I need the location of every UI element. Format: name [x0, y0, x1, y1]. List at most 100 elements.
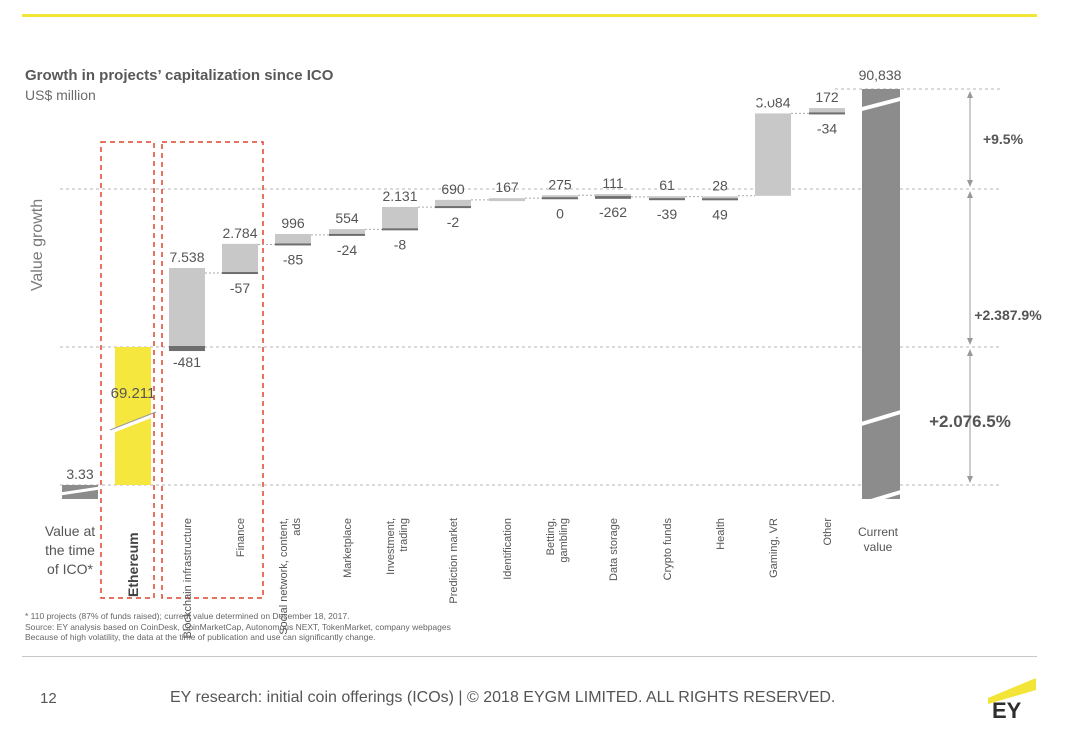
bar-increase — [595, 194, 631, 198]
axis-break — [857, 489, 905, 507]
data-label-increase: 7.538 — [169, 249, 204, 265]
ey-logo: EY — [940, 660, 1040, 725]
category-label: Investment, — [385, 518, 397, 575]
category-label: Betting, — [545, 518, 557, 555]
bar-decrease — [649, 198, 685, 201]
bar-increase — [275, 234, 311, 245]
bracket-arrow-down — [967, 476, 973, 483]
bar-increase — [809, 108, 845, 114]
category-label: Marketplace — [342, 518, 354, 578]
bar-decrease — [702, 198, 738, 201]
data-label-increase: 61 — [659, 177, 675, 193]
growth-label-2: +2.387.9% — [974, 307, 1042, 323]
bar-increase — [649, 196, 685, 200]
footnote: Source: EY analysis based on CoinDesk, C… — [25, 621, 451, 632]
bracket-arrow-up — [967, 191, 973, 198]
axis-break — [59, 486, 101, 496]
data-label-increase: 28 — [712, 177, 728, 193]
data-label-decrease: 49 — [712, 206, 728, 222]
data-label-decrease: -39 — [657, 206, 677, 222]
data-label-increase: 996 — [281, 215, 305, 231]
growth-label-1: +9.5% — [983, 131, 1024, 147]
data-label-increase: 111 — [602, 175, 623, 191]
bar-increase — [382, 207, 418, 230]
chart-subtitle: US$ million — [25, 87, 96, 103]
data-label-increase: 3.084 — [755, 94, 790, 110]
bar-increase — [489, 198, 525, 202]
bar-decrease — [222, 272, 258, 275]
category-line: Value at — [44, 523, 96, 539]
bar-decrease — [382, 228, 418, 231]
bar-increase — [169, 267, 205, 347]
page-number: 12 — [40, 690, 57, 707]
bar-decrease — [809, 112, 845, 115]
category-label: Data storage — [608, 518, 620, 581]
data-label-increase: 167 — [495, 179, 519, 195]
data-label-decrease: -8 — [394, 236, 407, 252]
bracket-arrow-up — [967, 349, 973, 356]
bar-increase — [222, 243, 258, 274]
data-label-ethereum: 69.211 — [111, 385, 156, 402]
data-label-increase: 690 — [441, 181, 465, 197]
bracket-arrow-down — [967, 180, 973, 187]
chart-title: Growth in projects’ capitalization since… — [25, 67, 334, 84]
category-label: Finance — [235, 518, 247, 557]
data-label-increase: 2.784 — [222, 225, 257, 241]
data-label-decrease: -262 — [599, 204, 627, 220]
category-label: Identification — [502, 518, 514, 580]
category-line: of ICO* — [47, 561, 93, 577]
category-label: Gaming, VR — [768, 518, 780, 578]
category-line: Current — [857, 525, 898, 539]
footer-divider — [22, 656, 1037, 657]
bar-increase — [435, 199, 471, 208]
highlight-box-infrastructure-finance — [161, 141, 264, 599]
data-label-decrease: 0 — [556, 205, 564, 221]
category-label-current-value: Current value — [848, 525, 908, 555]
footnote: * 110 projects (87% of funds raised); cu… — [25, 611, 350, 621]
data-label-decrease: -2 — [447, 214, 460, 230]
growth-label-3: +2.076.5% — [929, 412, 1011, 431]
bar-end — [862, 89, 900, 499]
axis-break-line — [109, 411, 157, 431]
top-accent-bar — [22, 14, 1037, 17]
bar-increase — [702, 196, 738, 200]
bar-increase — [542, 195, 578, 199]
data-label-increase: 172 — [815, 89, 839, 105]
bar-decrease — [595, 196, 631, 199]
category-line: the time — [45, 542, 95, 558]
bar-increase — [755, 113, 791, 196]
category-label: Prediction market — [448, 518, 460, 604]
bar-decrease — [329, 233, 365, 236]
category-label: Crypto funds — [662, 518, 674, 581]
category-label: Health — [715, 518, 727, 550]
category-label: gambling — [558, 518, 570, 563]
category-label: Social network, content, — [278, 518, 290, 635]
svg-text:EY: EY — [992, 698, 1022, 720]
category-label-ethereum: Ethereum — [125, 532, 141, 597]
category-label: Other — [822, 518, 834, 546]
bar-decrease — [169, 346, 205, 352]
footnotes: * 110 projects (87% of funds raised); cu… — [25, 611, 451, 643]
data-label-end: 90,838 — [859, 67, 902, 83]
axis-break — [857, 409, 905, 427]
data-label-decrease: -481 — [173, 354, 201, 370]
axis-break — [857, 96, 905, 112]
footer-copyright: EY research: initial coin offerings (ICO… — [170, 689, 836, 706]
bracket-arrow-up — [967, 91, 973, 98]
category-label-value-at-ico: Value at the time of ICO* — [38, 522, 102, 579]
footnote: Because of high volatility, the data at … — [25, 632, 376, 642]
data-label-decrease: -24 — [337, 242, 357, 258]
bar-decrease — [542, 197, 578, 200]
bar-decrease — [435, 206, 471, 209]
data-label-increase: 275 — [548, 176, 572, 192]
bracket-arrow-down — [967, 338, 973, 345]
data-label-decrease: -57 — [230, 280, 250, 296]
data-label-start: 3.33 — [66, 466, 93, 482]
category-label: ads — [291, 518, 303, 536]
data-label-increase: 554 — [335, 210, 359, 226]
data-label-increase: 2.131 — [382, 188, 417, 204]
highlight-box-ethereum — [100, 141, 155, 599]
category-line: value — [863, 540, 893, 554]
data-label-decrease: -85 — [283, 251, 303, 267]
